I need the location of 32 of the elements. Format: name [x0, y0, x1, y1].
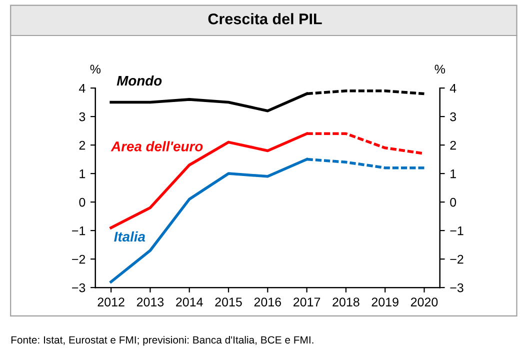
- chart-title: Crescita del PIL: [208, 13, 322, 24]
- y2-tick-label: −2: [450, 254, 464, 264]
- x-tick-label: 2014: [176, 298, 203, 306]
- y2-tick-label: 3: [450, 112, 456, 122]
- series-label: Mondo: [116, 75, 162, 86]
- y-axis-title: %: [90, 64, 101, 74]
- series-label: Area dell'euro: [110, 141, 203, 152]
- y2-tick-label: 4: [450, 84, 456, 93]
- y-tick-label: −2: [72, 254, 86, 264]
- source-note: Fonte: Istat, Eurostat e FMI; previsioni: Banca d'Italia, BCE e FMI.: [11, 336, 314, 346]
- y-tick-label: 2: [79, 140, 86, 150]
- y2-tick-label: −1: [450, 226, 464, 236]
- y2-tick-label: 2: [450, 140, 456, 150]
- y2-tick-label: −3: [450, 283, 464, 292]
- y-tick-label: 3: [79, 112, 86, 122]
- x-tick-label: 2012: [98, 298, 124, 306]
- y-tick-label: −1: [72, 226, 86, 236]
- y2-axis-title: %: [434, 64, 446, 74]
- y-tick-label: 4: [79, 84, 86, 93]
- y-tick-label: 1: [80, 169, 86, 178]
- x-tick-label: 2015: [215, 298, 242, 306]
- x-tick-label: 2013: [136, 298, 164, 306]
- x-tick-label: 2018: [332, 298, 360, 306]
- x-tick-label: 2020: [410, 298, 438, 306]
- y2-tick-label: 1: [450, 169, 456, 178]
- y-tick-label: −3: [72, 283, 86, 292]
- x-tick-label: 2016: [254, 298, 282, 306]
- x-tick-label: 2019: [372, 298, 398, 306]
- y-tick-label: 0: [79, 198, 86, 207]
- x-tick-label: 2017: [294, 298, 320, 306]
- series-label: Italia: [114, 231, 146, 242]
- y2-tick-label: 0: [450, 198, 456, 207]
